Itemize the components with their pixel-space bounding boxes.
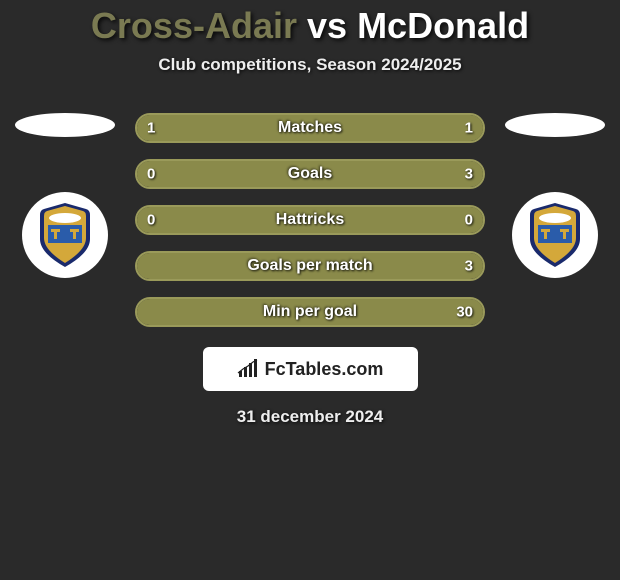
right-club-badge [512,192,598,278]
brand-text: FcTables.com [265,359,384,380]
bar-chart-icon [237,359,259,379]
stat-bar: Goals per match3 [135,251,485,281]
shield-icon [36,201,94,269]
shield-icon [526,201,584,269]
title-vs: vs [307,5,347,46]
stat-fill-right [199,161,483,187]
stat-fill-right [310,115,483,141]
page-title: Cross-Adair vs McDonald [0,5,620,47]
left-side-column [15,113,115,278]
stat-fill-left [137,299,241,325]
right-side-column [505,113,605,278]
stat-fill-left [137,161,199,187]
stats-column: Matches11 Goals03 Hattricks00 Goals per mat… [135,113,485,327]
stat-fill-right [310,207,483,233]
right-flag-ellipse [505,113,605,137]
infographic-container: Cross-Adair vs McDonald Club competition… [0,0,620,427]
stat-fill-right [241,299,483,325]
left-club-badge [22,192,108,278]
stat-bar: Hattricks00 [135,205,485,235]
stat-fill-left [137,253,224,279]
stat-bar: Matches11 [135,113,485,143]
brand-box: FcTables.com [203,347,418,391]
title-left-player: Cross-Adair [91,5,297,46]
subtitle: Club competitions, Season 2024/2025 [0,55,620,75]
date-text: 31 december 2024 [0,407,620,427]
stat-fill-left [137,115,310,141]
stat-fill-right [224,253,484,279]
main-row: Matches11 Goals03 Hattricks00 Goals per mat… [0,113,620,327]
left-flag-ellipse [15,113,115,137]
stat-fill-left [137,207,310,233]
stat-bar: Min per goal30 [135,297,485,327]
title-right-player: McDonald [357,5,529,46]
stat-bar: Goals03 [135,159,485,189]
